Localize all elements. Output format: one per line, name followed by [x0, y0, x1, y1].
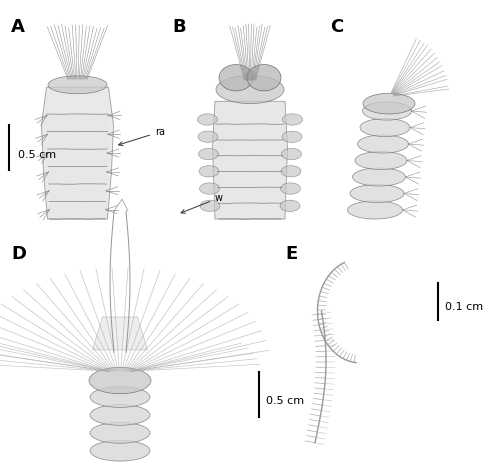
Ellipse shape [48, 76, 107, 94]
Ellipse shape [281, 166, 301, 177]
Ellipse shape [219, 65, 253, 91]
Ellipse shape [247, 65, 281, 91]
Ellipse shape [200, 183, 220, 194]
Ellipse shape [358, 135, 408, 153]
Ellipse shape [280, 200, 300, 211]
Ellipse shape [282, 114, 302, 125]
FancyBboxPatch shape [48, 167, 108, 184]
Ellipse shape [348, 201, 403, 219]
Text: B: B [172, 18, 186, 36]
FancyBboxPatch shape [47, 149, 108, 167]
Text: D: D [11, 245, 26, 263]
Text: ra: ra [118, 127, 165, 146]
Ellipse shape [90, 422, 150, 443]
FancyBboxPatch shape [46, 114, 109, 131]
Ellipse shape [362, 102, 412, 120]
Ellipse shape [199, 166, 219, 177]
Ellipse shape [90, 387, 150, 407]
Ellipse shape [360, 118, 410, 137]
Text: C: C [330, 18, 343, 36]
Ellipse shape [200, 200, 220, 211]
FancyBboxPatch shape [46, 131, 108, 149]
FancyBboxPatch shape [48, 184, 107, 202]
Ellipse shape [352, 168, 406, 186]
Ellipse shape [355, 152, 407, 170]
Text: w: w [181, 193, 223, 213]
Ellipse shape [350, 184, 404, 203]
Text: 0.5 cm: 0.5 cm [18, 150, 56, 161]
Ellipse shape [90, 440, 150, 461]
Ellipse shape [280, 183, 300, 194]
Text: 0.1 cm: 0.1 cm [445, 302, 483, 312]
Polygon shape [212, 101, 288, 219]
Polygon shape [42, 87, 114, 219]
Ellipse shape [216, 75, 284, 104]
FancyBboxPatch shape [48, 202, 106, 219]
Ellipse shape [198, 148, 218, 160]
Text: 0.5 cm: 0.5 cm [266, 396, 304, 406]
Ellipse shape [89, 367, 151, 394]
Text: A: A [11, 18, 25, 36]
Ellipse shape [90, 405, 150, 425]
Ellipse shape [363, 93, 415, 114]
Ellipse shape [282, 148, 302, 160]
Ellipse shape [198, 114, 218, 125]
Ellipse shape [282, 131, 302, 142]
Ellipse shape [198, 131, 218, 142]
Text: E: E [285, 245, 297, 263]
Polygon shape [92, 317, 148, 350]
